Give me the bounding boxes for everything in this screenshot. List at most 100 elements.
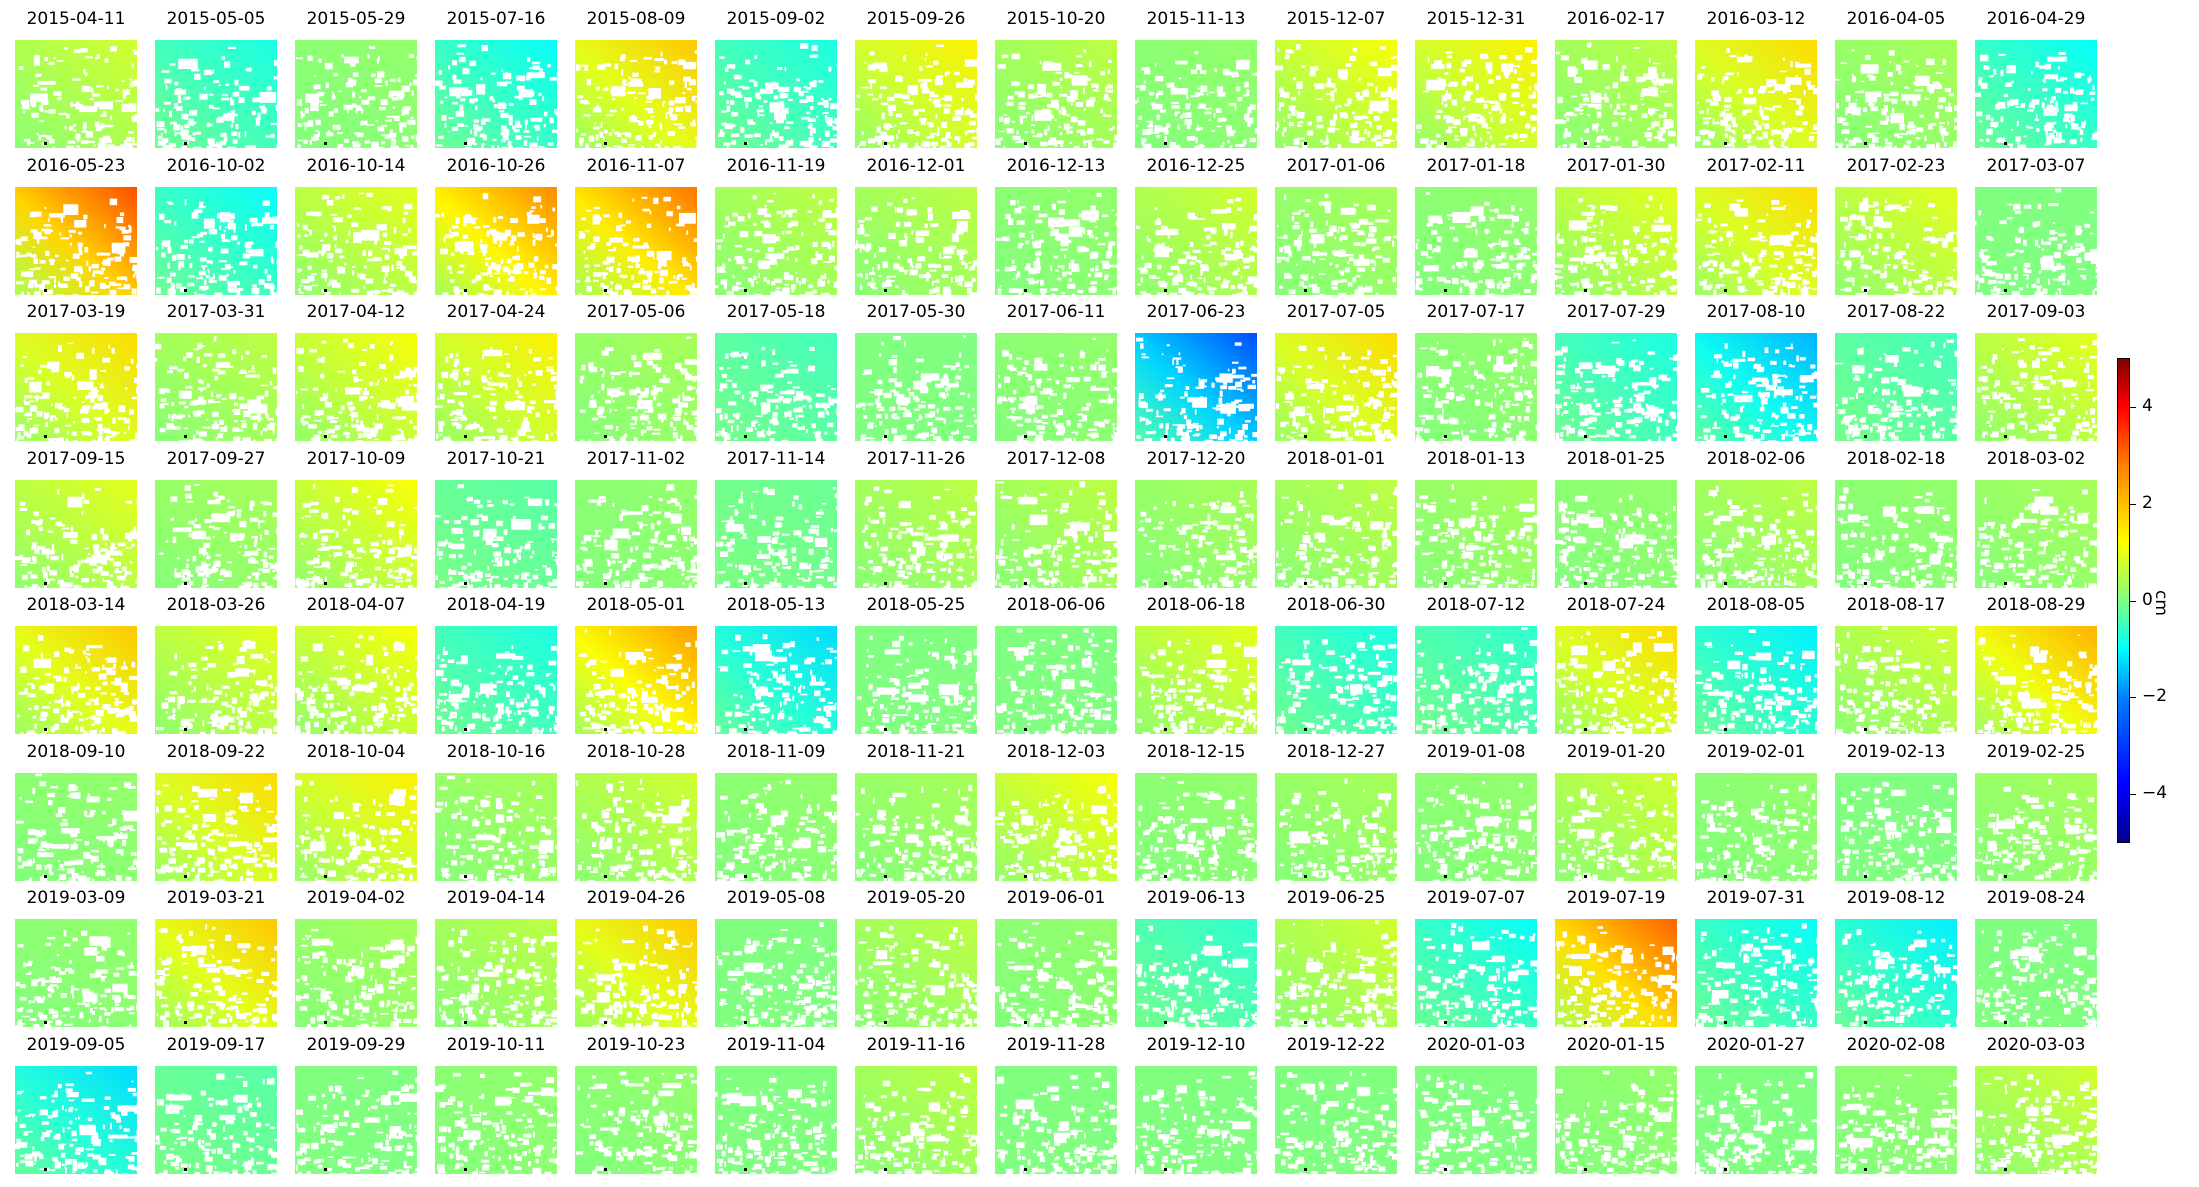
panel-date-label: 2017-11-26: [866, 448, 966, 469]
no-data-mask: [1556, 631, 1677, 734]
reference-point-marker: [1304, 142, 1307, 145]
panel-date-label: 2019-03-21: [166, 888, 266, 908]
map-panel: 2017-01-18: [1415, 147, 1537, 295]
no-data-mask: [1275, 345, 1397, 441]
displacement-field: [1975, 626, 2097, 734]
no-data-mask: [1135, 925, 1257, 1027]
no-data-mask: [1695, 629, 1817, 734]
reference-point-marker: [1024, 581, 1027, 585]
displacement-map: [575, 772, 697, 881]
map-panel: 2017-05-18: [715, 293, 837, 441]
displacement-map: [995, 186, 1117, 295]
panel-date-label: 2020-02-08: [1846, 1034, 1946, 1055]
reference-point-marker: [2004, 874, 2007, 878]
panel-date-label: 2019-09-29: [306, 1034, 406, 1055]
displacement-map: [575, 919, 697, 1027]
no-data-mask: [17, 635, 137, 734]
reference-point-marker: [1724, 435, 1727, 438]
no-data-mask: [1415, 923, 1537, 1027]
panel-date-label: 2019-02-01: [1706, 741, 1806, 762]
colorbar-tick-label: 2: [2142, 492, 2153, 513]
panel-date-label: 2019-05-20: [866, 888, 966, 908]
displacement-field: [1135, 626, 1257, 734]
map-panel: 2019-02-13: [1835, 733, 1957, 881]
panel-date-label: 2019-11-04: [726, 1034, 826, 1055]
map-panel: 2015-09-02: [715, 0, 837, 148]
no-data-mask: [1557, 776, 1677, 881]
panel-date-label: 2018-03-02: [1986, 448, 2086, 469]
map-panel: 2015-05-05: [155, 0, 277, 148]
panel-date-label: 2020-01-27: [1706, 1034, 1806, 1055]
reference-point-marker: [884, 874, 887, 878]
no-data-mask: [716, 779, 837, 881]
displacement-map: [1275, 1065, 1397, 1174]
displacement-map: [295, 40, 417, 148]
map-panel: 2016-12-25: [1135, 147, 1257, 295]
reference-point-marker: [1304, 581, 1307, 585]
reference-point-marker: [1164, 142, 1167, 145]
no-data-mask: [1555, 493, 1677, 588]
map-panel: 2017-12-08: [995, 440, 1117, 588]
map-panel: 2017-06-23: [1135, 293, 1257, 441]
no-data-mask: [435, 483, 557, 588]
reference-point-marker: [604, 728, 607, 731]
displacement-map: [1415, 626, 1537, 734]
displacement-map: [295, 479, 417, 588]
panel-date-label: 2016-12-13: [1006, 155, 1106, 176]
reference-point-marker: [464, 1021, 467, 1024]
reference-point-marker: [184, 874, 187, 878]
map-panel: 2019-08-12: [1835, 879, 1957, 1027]
displacement-map: [995, 626, 1117, 734]
no-data-mask: [1975, 188, 2097, 295]
panel-date-label: 2020-01-15: [1566, 1034, 1666, 1055]
displacement-map: [855, 40, 977, 148]
panel-date-label: 2019-06-25: [1286, 888, 1386, 908]
no-data-mask: [716, 922, 837, 1027]
no-data-mask: [1275, 634, 1397, 734]
reference-point-marker: [1584, 581, 1587, 585]
reference-point-marker: [884, 581, 887, 585]
map-panel: 2018-02-18: [1835, 440, 1957, 588]
map-panel: 2017-06-11: [995, 293, 1117, 441]
panel-date-label: 2019-02-13: [1846, 741, 1946, 762]
reference-point-marker: [1864, 1021, 1867, 1024]
no-data-mask: [1555, 195, 1677, 295]
displacement-map: [1695, 40, 1817, 148]
reference-point-marker: [1024, 874, 1027, 878]
no-data-mask: [1695, 783, 1817, 881]
displacement-field: [1415, 626, 1537, 734]
displacement-map: [995, 772, 1117, 881]
map-panel: 2017-08-10: [1695, 293, 1817, 441]
colorbar-tick-label: −4: [2142, 782, 2168, 803]
no-data-mask: [155, 46, 277, 148]
map-panel: 2017-10-09: [295, 440, 417, 588]
no-data-mask: [297, 192, 417, 295]
reference-point-marker: [184, 1021, 187, 1024]
displacement-map: [1135, 626, 1257, 734]
panel-date-label: 2018-01-13: [1426, 448, 1526, 469]
panel-date-label: 2018-07-12: [1426, 595, 1526, 615]
displacement-map: [15, 1065, 137, 1174]
displacement-map: [1835, 1065, 1957, 1174]
no-data-mask: [296, 46, 417, 148]
no-data-mask: [995, 1072, 1117, 1174]
map-panel: 2017-07-17: [1415, 293, 1537, 441]
reference-point-marker: [464, 142, 467, 145]
map-panel: 2019-07-07: [1415, 879, 1537, 1027]
map-panel: 2019-06-01: [995, 879, 1117, 1027]
map-panel: 2019-01-20: [1555, 733, 1677, 881]
panel-date-label: 2019-06-01: [1006, 888, 1106, 908]
displacement-map: [435, 333, 557, 441]
displacement-map: [1135, 40, 1257, 148]
reference-point-marker: [1304, 1021, 1307, 1024]
map-panel: 2015-05-29: [295, 0, 417, 148]
reference-point-marker: [744, 288, 747, 292]
reference-point-marker: [1724, 142, 1727, 145]
no-data-mask: [1135, 51, 1257, 148]
panel-date-label: 2016-12-01: [866, 155, 966, 176]
panel-date-label: 2019-12-22: [1286, 1034, 1386, 1055]
reference-point-marker: [1444, 1021, 1447, 1024]
no-data-mask: [15, 487, 137, 588]
reference-point-marker: [604, 1167, 607, 1171]
displacement-map: [1975, 333, 2097, 441]
